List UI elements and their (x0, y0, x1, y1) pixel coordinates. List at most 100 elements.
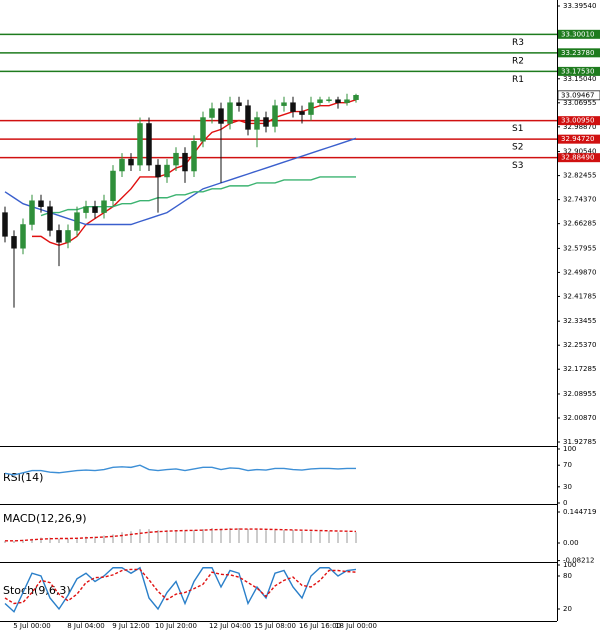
y-tick-label: 32.25370 (563, 341, 596, 349)
y-tick-label: 30 (563, 483, 572, 491)
candle-body (74, 212, 80, 231)
y-tick-label: 32.90540 (563, 148, 596, 156)
last-price-box (557, 90, 600, 101)
level-name: S3 (512, 161, 523, 171)
y-tick-label: 33.39540 (563, 2, 596, 10)
candle-body (155, 164, 161, 178)
indicator-line (5, 528, 357, 542)
x-tick-label: 12 Jul 04:00 (209, 622, 251, 630)
level-price-label: 33.23780 (561, 49, 594, 57)
candle-body (353, 95, 359, 100)
y-tick-label: 32.66285 (563, 220, 596, 228)
y-tick-label: 32.41785 (563, 292, 596, 300)
candle-body (128, 158, 134, 166)
panel-label: Stoch(9,6,3) (3, 584, 71, 597)
candle-body (29, 200, 35, 225)
candle-body (200, 117, 206, 142)
last-price-label: 33.09467 (561, 91, 594, 99)
level-price-label: 33.30010 (561, 30, 594, 38)
level-price-label: 32.88490 (561, 154, 594, 162)
level-price-box (558, 134, 600, 144)
x-tick-label: 16 Jul 16:00 (299, 622, 341, 630)
y-tick-label: 20 (563, 605, 572, 613)
y-tick-label: 31.92785 (563, 438, 596, 446)
x-tick-label: 9 Jul 12:00 (112, 622, 150, 630)
level-name: R3 (512, 38, 524, 48)
y-tick-label: 32.98870 (563, 123, 596, 131)
candle-body (110, 170, 116, 201)
indicator-line (4, 568, 357, 605)
candle-body (83, 206, 89, 213)
candle-body (299, 111, 305, 115)
candle-body (344, 99, 350, 103)
candle-body (146, 123, 152, 166)
candle-body (290, 102, 296, 112)
candle-body (65, 230, 71, 243)
candle-body (173, 152, 179, 166)
candle-body (164, 164, 170, 178)
candle-body (326, 99, 332, 101)
candle-body (182, 152, 188, 172)
y-tick-label: 0.144719 (563, 508, 596, 516)
y-tick-label: 32.57955 (563, 244, 596, 252)
candle-body (317, 99, 323, 103)
y-tick-label: -0.08212 (563, 557, 594, 565)
level-price-box (558, 116, 600, 126)
y-tick-label: 32.82455 (563, 172, 596, 180)
candle-body (137, 123, 143, 166)
candle-body (254, 117, 260, 130)
level-price-label: 33.17530 (561, 67, 594, 75)
y-tick-label: 33.06955 (563, 99, 596, 107)
candle-body (101, 200, 107, 213)
y-tick-label: 32.17285 (563, 365, 596, 373)
indicator-line (4, 566, 357, 613)
candle-body (272, 105, 278, 127)
indicator-line (4, 464, 356, 476)
candle-body (335, 99, 341, 103)
candle-body (38, 200, 44, 207)
candle-body (56, 230, 62, 243)
y-tick-label: 0.00 (563, 539, 579, 547)
y-tick-label: 80 (563, 572, 572, 580)
y-tick-label: 100 (563, 561, 576, 569)
candle-body (263, 117, 269, 127)
y-tick-label: 32.00870 (563, 414, 596, 422)
level-price-box (558, 29, 600, 39)
level-name: S2 (512, 143, 523, 153)
level-price-label: 33.00950 (561, 117, 594, 125)
candle-body (191, 141, 197, 172)
candle-body (209, 108, 215, 118)
y-tick-label: 32.33455 (563, 317, 596, 325)
candle-body (11, 236, 17, 249)
x-tick-label: 15 Jul 08:00 (254, 622, 296, 630)
candle-body (20, 224, 26, 249)
candle-body (245, 105, 251, 130)
candle-body (308, 102, 314, 115)
candle-body (2, 212, 8, 237)
level-price-label: 32.94720 (561, 135, 594, 143)
y-tick-label: 32.49870 (563, 268, 596, 276)
candle-body (47, 206, 53, 231)
y-tick-label: 33.15040 (563, 75, 596, 83)
level-price-box (558, 66, 600, 76)
y-tick-label: 0 (563, 499, 567, 507)
x-tick-label: 5 Jul 00:00 (13, 622, 51, 630)
y-tick-label: 32.74370 (563, 196, 596, 204)
candle-body (218, 108, 224, 124)
level-name: S1 (512, 124, 523, 134)
candle-body (281, 102, 287, 106)
candle-body (92, 206, 98, 213)
level-price-box (558, 48, 600, 58)
candle-body (236, 102, 242, 106)
level-name: R1 (512, 75, 524, 85)
level-name: R2 (512, 56, 524, 66)
panel-label: MACD(12,26,9) (3, 512, 87, 525)
x-tick-label: 18 Jul 00:00 (335, 622, 377, 630)
x-tick-label: 10 Jul 20:00 (155, 622, 197, 630)
candle-body (227, 102, 233, 124)
level-price-box (558, 153, 600, 163)
y-tick-label: 100 (563, 445, 576, 453)
x-tick-label: 8 Jul 04:00 (67, 622, 105, 630)
